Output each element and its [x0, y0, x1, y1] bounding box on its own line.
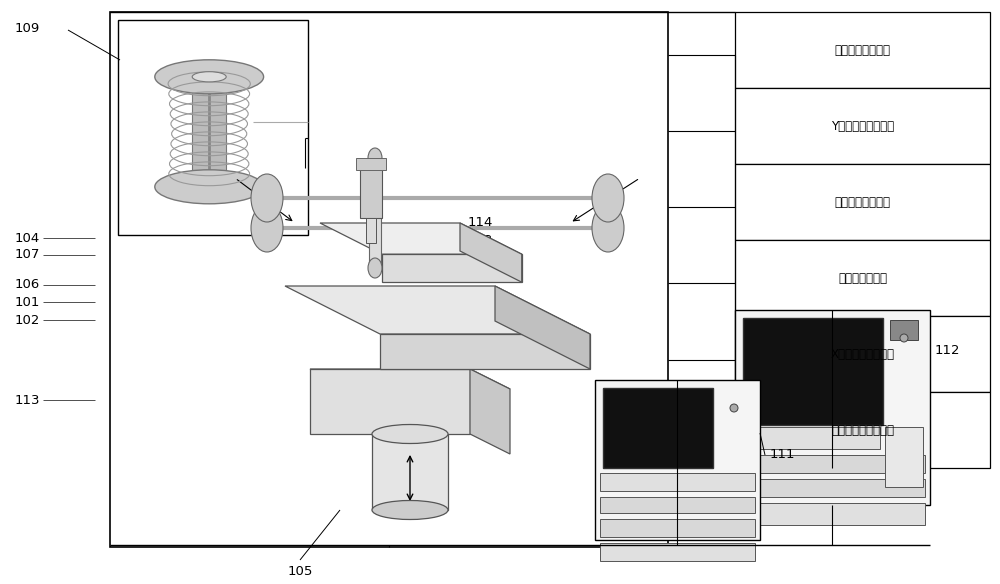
- Text: 109: 109: [15, 22, 40, 35]
- Bar: [110, 12, 668, 547]
- Text: Y方向运动控制模块: Y方向运动控制模块: [831, 120, 894, 133]
- Bar: [600, 473, 755, 491]
- Bar: [600, 543, 755, 561]
- Bar: [600, 519, 755, 537]
- Bar: [595, 380, 760, 540]
- Ellipse shape: [251, 174, 283, 222]
- Bar: [735, 240, 990, 316]
- Ellipse shape: [368, 258, 382, 278]
- Bar: [735, 316, 990, 392]
- Ellipse shape: [900, 334, 908, 342]
- Bar: [360, 163, 382, 218]
- Polygon shape: [495, 286, 590, 369]
- Bar: [735, 310, 930, 505]
- Ellipse shape: [155, 60, 264, 94]
- Text: 104: 104: [15, 231, 40, 245]
- Bar: [603, 388, 713, 468]
- Text: 送丝机构控制模块: 送丝机构控制模块: [834, 43, 891, 57]
- Text: 101: 101: [15, 296, 40, 308]
- Polygon shape: [382, 254, 522, 282]
- Ellipse shape: [592, 204, 624, 252]
- Bar: [740, 455, 925, 473]
- Bar: [735, 12, 990, 88]
- Polygon shape: [285, 286, 590, 334]
- Bar: [743, 318, 883, 425]
- Text: 108: 108: [468, 252, 493, 265]
- Bar: [735, 392, 990, 468]
- Polygon shape: [470, 369, 510, 454]
- Bar: [740, 503, 925, 525]
- Bar: [118, 20, 308, 235]
- Text: 105: 105: [287, 565, 313, 578]
- Text: 110: 110: [468, 269, 493, 283]
- Text: 工作台升降控制模块: 工作台升降控制模块: [831, 423, 894, 436]
- Text: X方向运动控制模块: X方向运动控制模块: [830, 347, 895, 360]
- Ellipse shape: [251, 204, 283, 252]
- Text: 激光头控制模块: 激光头控制模块: [838, 272, 887, 284]
- Polygon shape: [380, 334, 590, 369]
- Bar: [740, 479, 925, 497]
- Polygon shape: [310, 369, 510, 389]
- Polygon shape: [192, 77, 226, 187]
- Text: 106: 106: [15, 279, 40, 291]
- Ellipse shape: [372, 425, 448, 443]
- Ellipse shape: [368, 148, 382, 168]
- Ellipse shape: [592, 174, 624, 222]
- Text: 103: 103: [468, 234, 493, 246]
- Ellipse shape: [192, 72, 226, 82]
- Text: 112: 112: [935, 343, 960, 356]
- Text: 送丝夹头控制模块: 送丝夹头控制模块: [834, 196, 891, 208]
- Bar: [735, 164, 990, 240]
- Text: 114: 114: [468, 215, 493, 228]
- Bar: [885, 427, 923, 487]
- Bar: [356, 158, 386, 170]
- Bar: [369, 158, 381, 268]
- Polygon shape: [310, 369, 470, 434]
- Text: 113: 113: [15, 394, 40, 406]
- Bar: [366, 218, 376, 243]
- Bar: [740, 427, 880, 449]
- Text: 102: 102: [15, 314, 40, 326]
- Polygon shape: [320, 223, 522, 254]
- Ellipse shape: [730, 404, 738, 412]
- Text: 111: 111: [770, 449, 796, 461]
- Bar: [890, 320, 918, 340]
- Text: 107: 107: [15, 249, 40, 262]
- Bar: [372, 434, 448, 510]
- Bar: [735, 88, 990, 164]
- Ellipse shape: [155, 170, 264, 204]
- Polygon shape: [460, 223, 522, 282]
- Bar: [600, 497, 755, 513]
- Ellipse shape: [372, 500, 448, 520]
